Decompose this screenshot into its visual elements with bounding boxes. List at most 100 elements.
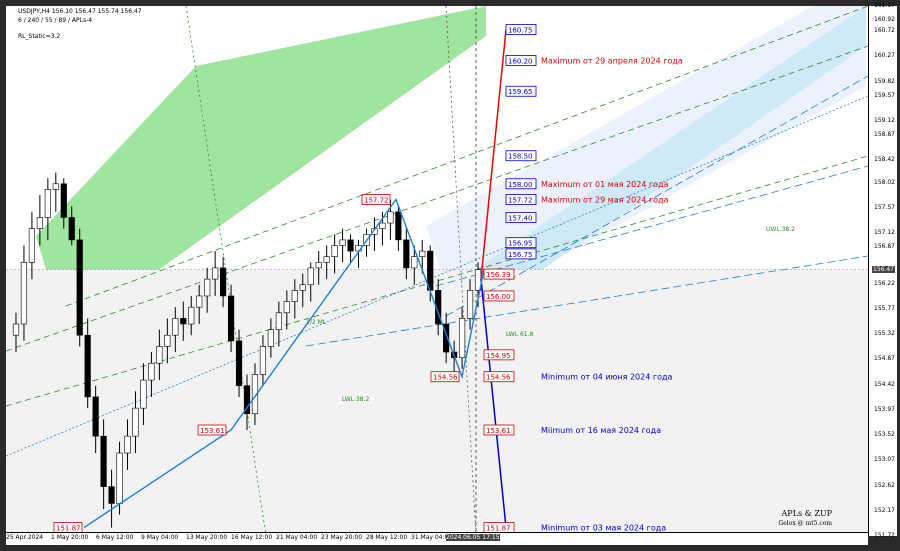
pivot-label-box	[430, 371, 460, 383]
header-indicator-line: 6 / 240 / 55 / 89 / APLs-4	[18, 17, 93, 24]
price-label-box	[505, 194, 537, 205]
candle-body	[323, 256, 330, 263]
price-label-box	[505, 150, 537, 162]
y-tick-label: 153.52	[874, 431, 895, 439]
price-label: 158.00	[508, 181, 533, 189]
candle-body	[243, 385, 251, 415]
price-label: 153.61	[486, 427, 511, 435]
pivot-label: 157.72	[364, 196, 389, 204]
candle-body	[172, 318, 179, 336]
candle-body	[315, 262, 322, 269]
candle-body	[443, 323, 450, 353]
price-label: 154.56	[486, 374, 511, 382]
price-label: 157.40	[508, 214, 533, 222]
price-label-box	[483, 349, 515, 361]
candle-body	[92, 396, 99, 437]
price-label-box	[483, 290, 515, 302]
candle-body	[403, 239, 410, 269]
trend-line	[305, 255, 868, 347]
price-annotation: Maximum от 01 мая 2024 года	[541, 180, 669, 189]
pivot-label: 153.61	[200, 427, 225, 435]
y-tick-label: 155.32	[874, 330, 895, 338]
candle-body	[347, 239, 354, 252]
y-tick-label: 152.62	[874, 481, 895, 489]
watermark-subtitle: Gelox @ mt5.com	[778, 520, 832, 527]
x-tick-label: 2024.06.05 17:15	[446, 534, 500, 541]
y-tick-label: 155.77	[874, 304, 895, 312]
candle-body	[307, 267, 314, 286]
candle-body	[235, 340, 243, 386]
candle-body	[156, 346, 163, 364]
candle-body	[419, 250, 426, 257]
pitchfork-label: LWL 38.2	[342, 396, 370, 403]
pitchfork-label: 1/2 ML	[306, 319, 327, 326]
price-label: 160.75	[508, 27, 533, 35]
candle-body	[44, 189, 51, 218]
price-label: 159.65	[508, 88, 533, 96]
plot-area[interactable]: 160.75 160.20 159.65 158.50 158.00 157.72 157.…	[6, 6, 868, 536]
candle-body	[387, 211, 394, 224]
price-label: 156.95	[508, 240, 533, 248]
candle-body	[411, 256, 418, 269]
price-label-box	[505, 55, 537, 66]
price-label: 156.75	[508, 251, 533, 259]
price-axis[interactable]: 161.17 160.92 160.72 160.27 159.82 159.57 159.…	[868, 2, 897, 539]
pivot-label: 151.87	[56, 525, 81, 533]
chart-canvas[interactable]: 160.75 160.20 159.65 158.50 158.00 157.72 157.…	[6, 6, 868, 536]
price-label-box	[483, 371, 515, 383]
candle-body	[36, 217, 43, 229]
candle-body	[164, 334, 171, 347]
price-label: 158.50	[508, 153, 533, 161]
candle-body	[251, 374, 259, 415]
candle-body	[275, 312, 282, 330]
current-price-badge: 156.47	[872, 265, 895, 273]
trend-line	[185, 6, 267, 536]
trend-line	[445, 75, 868, 317]
x-tick-label: 1 May 20:00	[51, 534, 89, 541]
price-label: 151.87	[486, 525, 511, 533]
y-tick-label: 161.17	[874, 2, 895, 9]
x-tick-label: 6 May 12:00	[96, 534, 134, 541]
price-label-box	[505, 85, 537, 97]
candle-body	[339, 239, 346, 246]
candle-body	[84, 334, 91, 398]
y-tick-label: 160.92	[874, 16, 895, 24]
candle-body	[291, 290, 298, 302]
trend-line	[65, 6, 868, 307]
candle-body	[108, 486, 115, 504]
pivot-label: 154.56	[433, 374, 458, 382]
candle-body	[259, 346, 267, 375]
candle-body	[124, 435, 131, 454]
y-tick-label: 154.87	[874, 355, 895, 363]
price-label-box	[505, 237, 537, 249]
header-static-line: RL_Static=3.2	[18, 33, 61, 40]
y-tick-label: 158.02	[874, 178, 895, 186]
candle-body	[116, 452, 123, 504]
candle-body	[379, 222, 386, 229]
candle-body	[28, 228, 36, 263]
y-tick-label: 159.57	[874, 91, 895, 99]
candle-body	[100, 435, 107, 487]
pitchfork-label: UWL 38.2	[766, 226, 795, 233]
x-tick-label: 21 May 04:00	[276, 534, 318, 541]
price-label: 154.95	[486, 352, 511, 360]
time-axis[interactable]: 25 Apr 2024 1 May 20:00 6 May 12:00 9 May 0…	[6, 532, 868, 545]
y-tick-label: 160.72	[874, 27, 895, 35]
price-label-box	[505, 212, 537, 223]
candle-body	[220, 267, 227, 297]
y-tick-label: 152.17	[874, 506, 895, 514]
price-annotation: Maximum от 29 мая 2024 года	[541, 195, 669, 204]
y-tick-label: 154.42	[874, 380, 895, 388]
candle-body	[12, 323, 20, 336]
y-tick-label: 157.12	[874, 229, 895, 237]
price-annotation: Miimum от 16 мая 2024 года	[541, 426, 661, 435]
candle-body	[466, 290, 474, 319]
trend-line	[445, 6, 477, 536]
y-tick-label: 151.72	[874, 532, 895, 539]
price-label-box	[505, 24, 537, 35]
price-label-box	[483, 268, 515, 280]
candle-body	[267, 329, 274, 347]
candle-body	[227, 295, 235, 342]
y-tick-label: 159.82	[874, 77, 895, 85]
header-symbol-line: USDJPY,H4 156.10 156.47 155.74 156.47	[18, 8, 142, 15]
